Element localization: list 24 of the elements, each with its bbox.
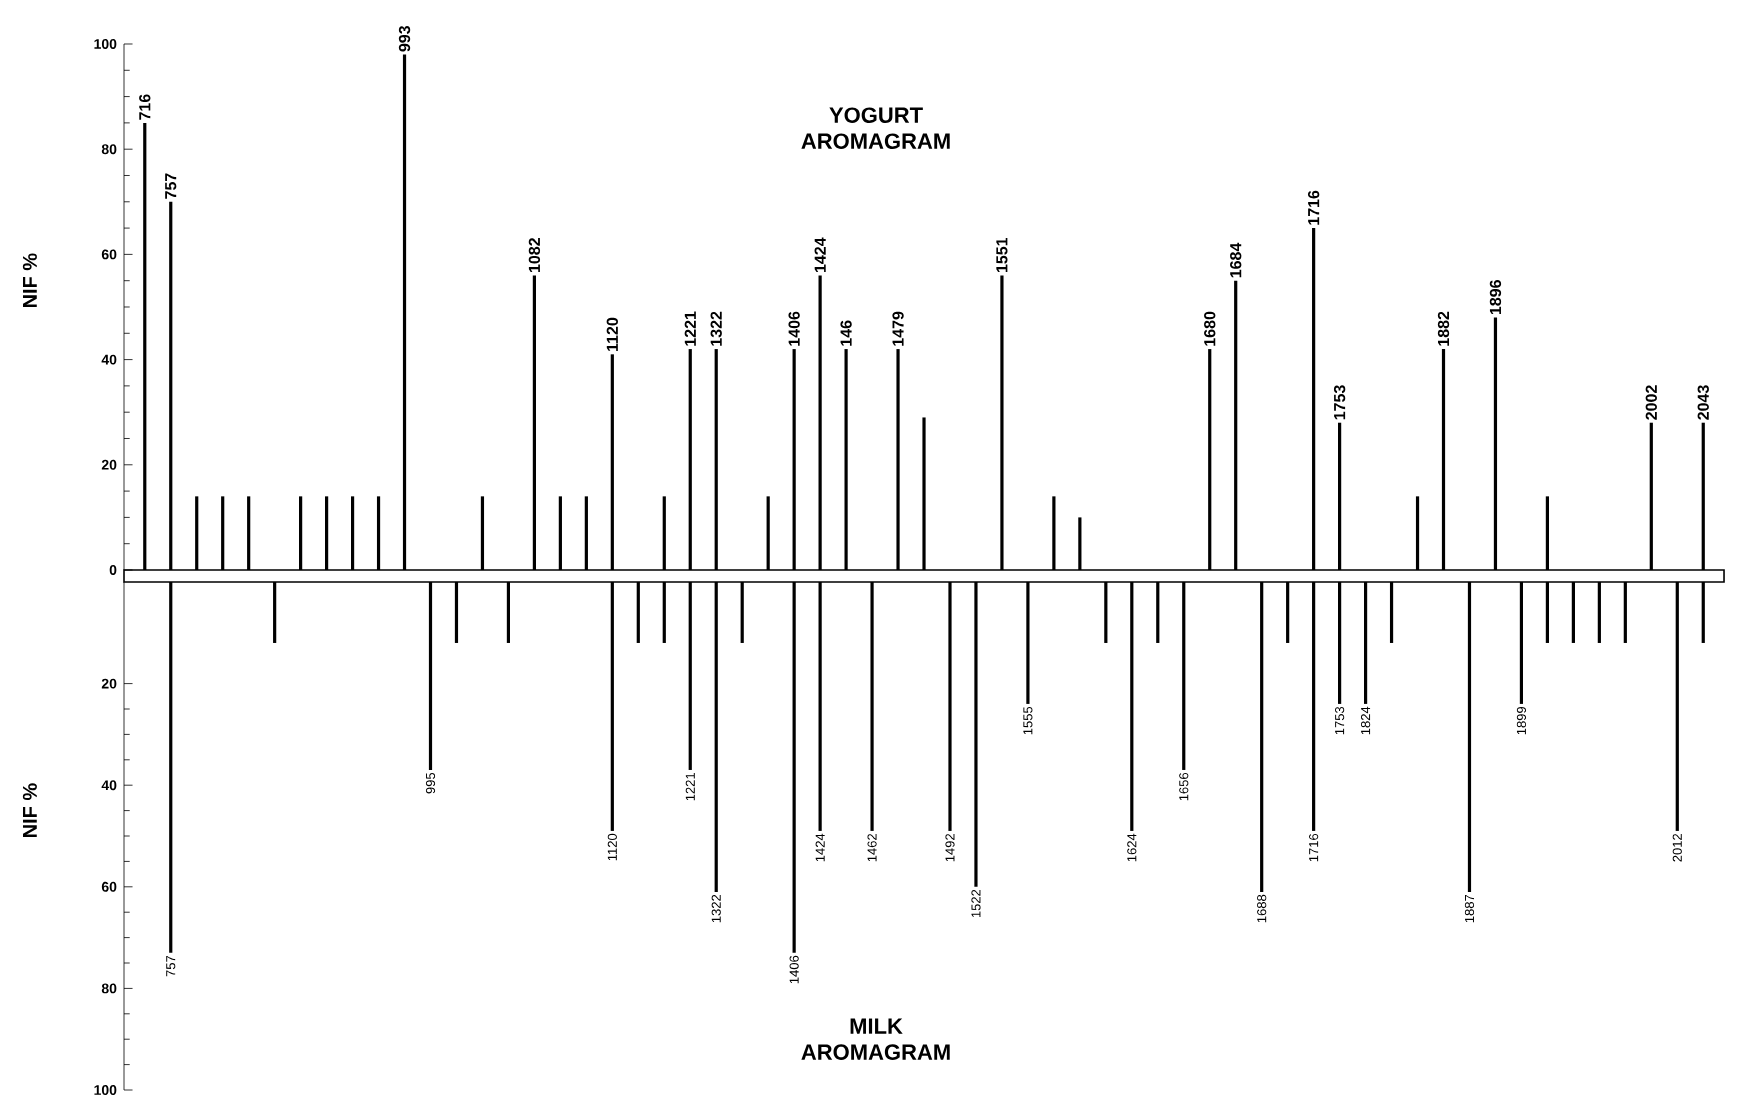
category-label: 1406 xyxy=(788,311,800,346)
category-label: 1082 xyxy=(528,238,541,273)
category-label: 1551 xyxy=(996,237,1008,273)
category-label: 1716 xyxy=(1307,190,1320,225)
text: YOGURT AROMAGRAM xyxy=(801,107,950,149)
category-label: 1882 xyxy=(1437,311,1450,346)
text: MILK AROMAGRAM xyxy=(801,1018,950,1060)
category-label: 1753 xyxy=(1333,385,1346,420)
category-label: 1424 xyxy=(814,237,826,273)
category-label: 146 xyxy=(840,320,852,346)
category-label: 2043 xyxy=(1697,385,1709,420)
category-label: 1479 xyxy=(892,311,904,346)
category-label: 1896 xyxy=(1489,280,1502,315)
category-label: 2002 xyxy=(1645,385,1657,420)
category-label: 757 xyxy=(165,173,177,199)
category-label: 1322 xyxy=(710,311,722,346)
category-label: 1680 xyxy=(1204,311,1216,346)
category-label: 1221 xyxy=(684,311,696,346)
category-label: 716 xyxy=(139,94,151,120)
category-label: 1684 xyxy=(1230,242,1242,278)
y-axis-title: NIF % xyxy=(22,253,37,308)
category-label: 1120 xyxy=(606,317,618,351)
y-axis-title: NIF % xyxy=(22,783,37,838)
category-label: 993 xyxy=(398,26,411,52)
